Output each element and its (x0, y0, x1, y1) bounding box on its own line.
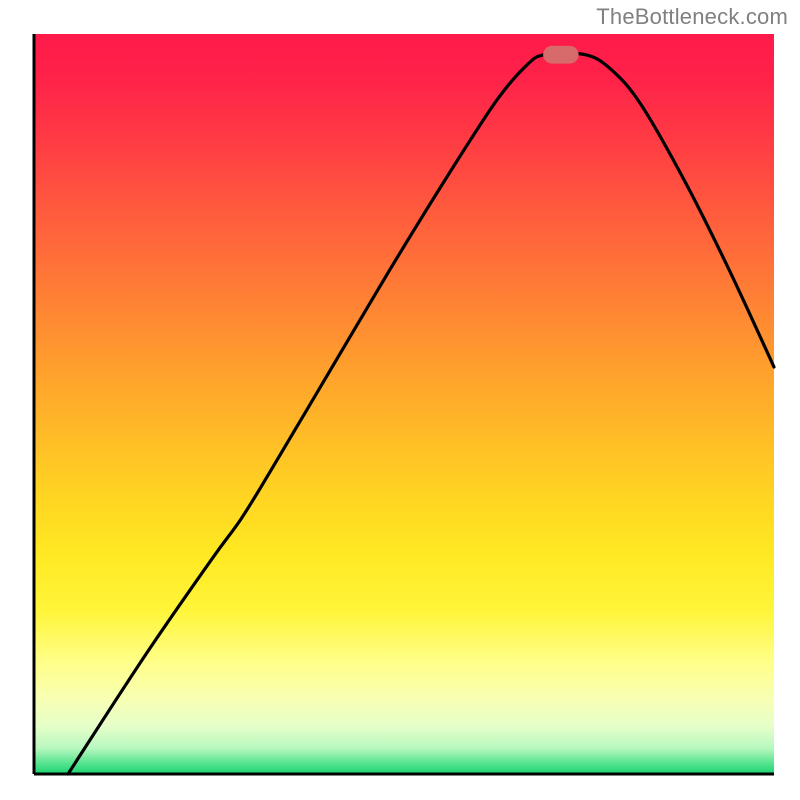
optimum-marker (543, 46, 579, 64)
plot-background (34, 34, 774, 774)
watermark-text: TheBottleneck.com (596, 4, 788, 30)
chart-container: TheBottleneck.com (0, 0, 800, 800)
bottleneck-chart (0, 0, 800, 800)
